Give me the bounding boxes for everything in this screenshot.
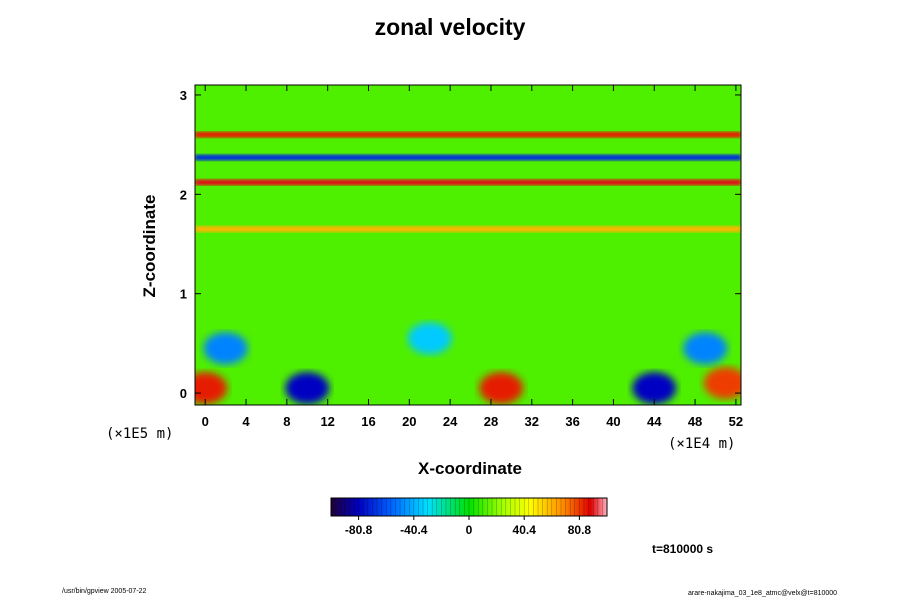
x-tick-label: 0 xyxy=(202,414,209,429)
x-tick-label: 20 xyxy=(402,414,416,429)
colorbar-tick-label: 40.4 xyxy=(513,523,537,537)
y-scale-label: (×1E5 m) xyxy=(106,426,174,442)
y-tick-label: 0 xyxy=(180,386,187,401)
velocity-band xyxy=(195,154,741,161)
x-tick-label: 52 xyxy=(729,414,743,429)
colorbar-tick-label: -40.4 xyxy=(400,523,428,537)
velocity-blob xyxy=(195,372,228,405)
x-axis-label: X-coordinate xyxy=(418,459,522,478)
y-tick-label: 1 xyxy=(180,287,187,302)
x-tick-label: 44 xyxy=(647,414,662,429)
y-tick-label: 3 xyxy=(180,88,187,103)
x-tick-label: 4 xyxy=(242,414,250,429)
time-label: t=810000 s xyxy=(652,542,714,556)
field-background xyxy=(195,85,741,405)
velocity-band xyxy=(195,179,741,186)
velocity-blob xyxy=(632,372,677,405)
velocity-blob xyxy=(683,332,728,365)
y-tick-label: 2 xyxy=(180,187,187,202)
velocity-blob xyxy=(703,367,741,400)
x-tick-label: 16 xyxy=(361,414,375,429)
footer-left: /usr/bin/gpview 2005-07-22 xyxy=(62,588,147,595)
x-tick-label: 8 xyxy=(283,414,290,429)
velocity-blob xyxy=(203,332,248,365)
colorbar-tick-label: -80.8 xyxy=(345,523,373,537)
x-tick-label: 36 xyxy=(565,414,579,429)
x-tick-label: 48 xyxy=(688,414,702,429)
x-tick-label: 24 xyxy=(443,414,458,429)
colorbar-tick-label: 0 xyxy=(466,523,473,537)
y-axis-label: Z-coordinate xyxy=(140,194,159,298)
velocity-blob xyxy=(285,372,330,405)
x-tick-label: 28 xyxy=(484,414,498,429)
velocity-blob xyxy=(407,322,452,355)
velocity-band xyxy=(195,226,741,233)
x-tick-label: 12 xyxy=(320,414,334,429)
footer-right: arare-nakajima_03_1e8_atmc@velx@t=810000 xyxy=(688,590,838,597)
plot-frame xyxy=(194,84,742,406)
x-tick-label: 32 xyxy=(525,414,539,429)
x-tick-label: 40 xyxy=(606,414,620,429)
x-scale-label: (×1E4 m) xyxy=(668,436,736,452)
velocity-blob xyxy=(479,372,524,405)
chart-title: zonal velocity xyxy=(374,14,526,40)
colorbar-tick-label: 80.8 xyxy=(568,523,592,537)
velocity-band xyxy=(195,131,741,138)
